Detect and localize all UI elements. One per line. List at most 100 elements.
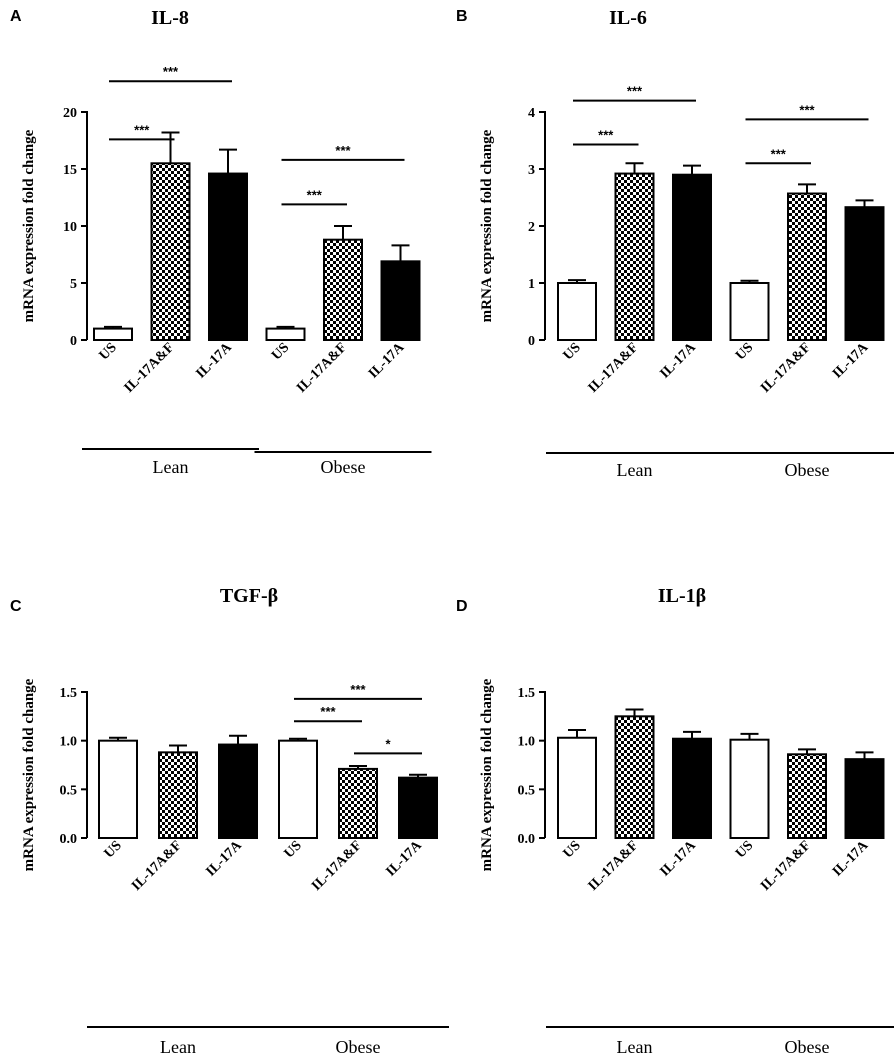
x-tick-label: IL-17A xyxy=(830,340,872,382)
significance-label: *** xyxy=(134,122,150,137)
bar xyxy=(208,172,248,341)
x-tick-label: IL-17A&F xyxy=(129,838,185,894)
y-tick-label: 1.0 xyxy=(518,735,536,750)
y-tick-label: 20 xyxy=(63,106,77,121)
y-tick-label: 1.0 xyxy=(60,735,78,750)
group-label: Obese xyxy=(336,1037,381,1057)
y-axis-label: mRNA expression fold change xyxy=(479,129,495,322)
panel-letter: B xyxy=(456,8,468,25)
bar xyxy=(150,162,191,341)
x-tick-label: IL-17A xyxy=(657,340,699,382)
y-tick-label: 0.0 xyxy=(518,832,536,847)
bar xyxy=(323,238,363,341)
significance-label: *** xyxy=(307,187,323,202)
x-tick-label: US xyxy=(282,838,305,861)
x-tick-label: IL-17A xyxy=(830,838,872,880)
x-tick-label: IL-17A xyxy=(203,838,245,880)
group-label: Lean xyxy=(153,457,189,477)
x-tick-label: IL-17A&F xyxy=(758,838,814,894)
y-tick-label: 1.5 xyxy=(518,686,536,701)
significance-label: *** xyxy=(799,102,815,117)
chart-title: IL-8 xyxy=(151,7,189,29)
bar xyxy=(158,751,198,840)
bar xyxy=(218,743,258,839)
bar xyxy=(672,737,712,839)
group-label: Obese xyxy=(785,1037,830,1057)
significance-label: *** xyxy=(163,64,179,79)
bar xyxy=(338,767,378,839)
x-tick-label: US xyxy=(561,340,584,363)
significance-label: *** xyxy=(335,143,351,158)
y-tick-label: 0.5 xyxy=(60,783,78,798)
group-label: Obese xyxy=(785,460,830,480)
bar xyxy=(614,715,655,839)
significance-label: *** xyxy=(627,84,643,99)
y-axis-label: mRNA expression fold change xyxy=(21,129,37,322)
chart-panel-d: D IL-1β mRNA expression fold change 0.0 0.5 1… xyxy=(456,585,894,1057)
bar xyxy=(380,260,421,341)
bar xyxy=(557,736,597,839)
x-tick-label: IL-17A&F xyxy=(758,340,814,396)
group-label: Obese xyxy=(321,457,366,477)
panel-letter: A xyxy=(10,8,22,25)
panel-letter: D xyxy=(456,598,468,615)
y-tick-label: 0.5 xyxy=(518,783,536,798)
significance-label: *** xyxy=(320,704,336,719)
bar xyxy=(278,739,318,840)
chart-title: IL-6 xyxy=(609,7,647,29)
bar xyxy=(729,738,770,840)
y-tick-label: 1 xyxy=(528,277,535,292)
y-axis-label: mRNA expression fold change xyxy=(479,678,495,871)
y-tick-label: 1.5 xyxy=(60,686,78,701)
bar xyxy=(844,758,885,839)
x-tick-label: IL-17A xyxy=(193,340,235,382)
x-tick-label: IL-17A xyxy=(366,340,408,382)
y-tick-label: 5 xyxy=(70,277,77,292)
significance-label: *** xyxy=(771,146,787,161)
x-tick-label: IL-17A&F xyxy=(294,340,350,396)
y-tick-label: 0 xyxy=(70,334,77,349)
chart-title: TGF-β xyxy=(220,585,278,607)
panel-letter: C xyxy=(10,598,22,615)
x-tick-label: IL-17A xyxy=(657,838,699,880)
x-tick-label: US xyxy=(561,838,584,861)
y-tick-label: 15 xyxy=(63,163,77,178)
bar xyxy=(265,327,306,342)
y-tick-label: 3 xyxy=(528,163,535,178)
x-tick-label: US xyxy=(269,340,292,363)
bar xyxy=(844,206,885,341)
x-tick-label: US xyxy=(102,838,125,861)
y-tick-label: 0.0 xyxy=(60,832,78,847)
chart-title: IL-1β xyxy=(658,585,706,607)
x-tick-label: IL-17A&F xyxy=(122,340,178,396)
group-label: Lean xyxy=(617,460,653,480)
bar xyxy=(98,739,138,840)
x-tick-label: IL-17A xyxy=(383,838,425,880)
y-tick-label: 10 xyxy=(63,220,77,235)
group-label: Lean xyxy=(160,1037,196,1057)
significance-label: *** xyxy=(350,682,366,697)
x-tick-label: IL-17A&F xyxy=(586,340,642,396)
group-label: Lean xyxy=(617,1037,653,1057)
bar xyxy=(672,173,712,341)
y-tick-label: 4 xyxy=(528,106,535,121)
x-tick-label: IL-17A&F xyxy=(586,838,642,894)
bar xyxy=(398,776,438,839)
significance-label: * xyxy=(385,736,391,751)
bar xyxy=(614,172,655,341)
bar xyxy=(787,753,827,839)
bar xyxy=(557,282,597,341)
x-tick-label: US xyxy=(733,340,756,363)
chart-panel-c: C TGF-β mRNA expression fold change 0.0 0.5 1… xyxy=(10,585,449,1057)
y-tick-label: 0 xyxy=(528,334,535,349)
bar xyxy=(787,192,827,341)
chart-panel-a: A IL-8 mRNA expression fold change 0 5 10 15 20… xyxy=(10,7,432,477)
x-tick-label: US xyxy=(733,838,756,861)
bar xyxy=(729,282,770,341)
y-tick-label: 2 xyxy=(528,220,535,235)
x-tick-label: US xyxy=(97,340,120,363)
y-axis-label: mRNA expression fold change xyxy=(21,678,37,871)
